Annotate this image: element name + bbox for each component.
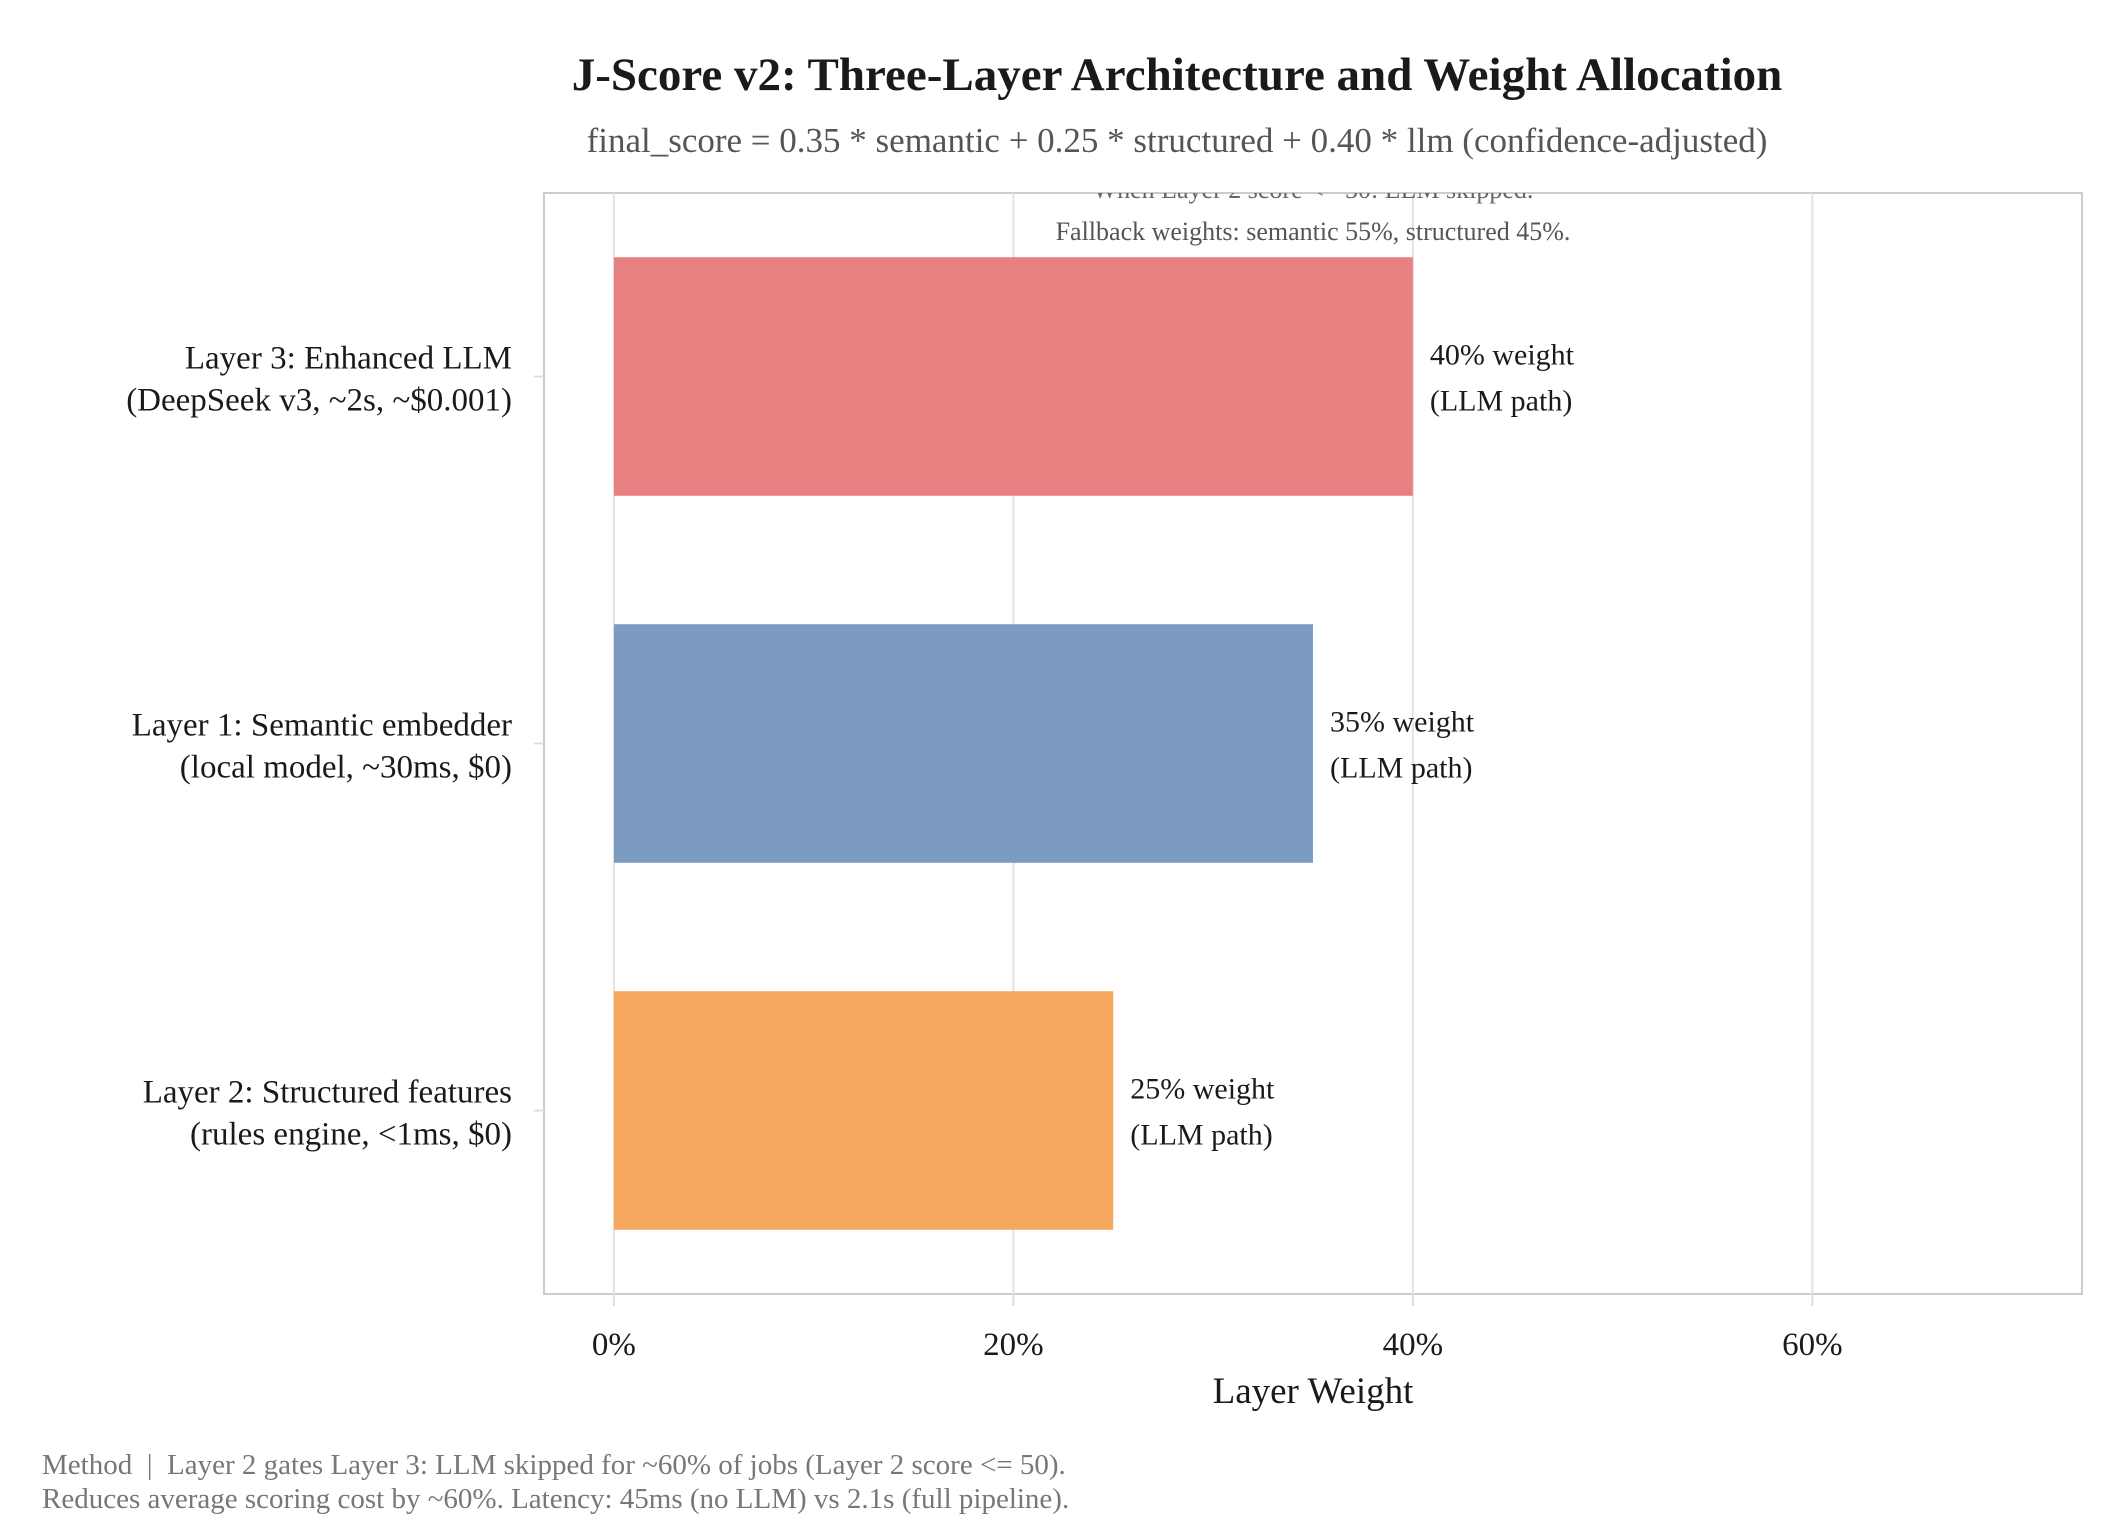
y-tick-label: Layer 1: Semantic embedder — [132, 708, 512, 744]
data-label-sub: (LLM path) — [1430, 385, 1572, 418]
data-label-sub: (LLM path) — [1130, 1119, 1272, 1152]
footer-line-2: Reduces average scoring cost by ~60%. La… — [42, 1483, 1069, 1515]
bars — [613, 257, 1413, 1230]
x-axis-label: Layer Weight — [1213, 1371, 1415, 1412]
y-tick-label: Layer 3: Enhanced LLM — [185, 341, 512, 377]
y-tick-label-sub: (rules engine, <1ms, $0) — [190, 1117, 512, 1153]
chart-subtitle: final_score = 0.35 * semantic + 0.25 * s… — [587, 121, 1768, 160]
data-label: 35% weight — [1330, 706, 1475, 739]
x-tick-label: 0% — [592, 1327, 636, 1363]
annotation-line-1: When Layer 2 score <= 50: LLM skipped. — [1093, 175, 1534, 204]
x-tick-label: 40% — [1383, 1327, 1444, 1363]
data-label: 25% weight — [1130, 1073, 1275, 1106]
footer-line-1: Method | Layer 2 gates Layer 3: LLM skip… — [42, 1449, 1066, 1481]
bar — [613, 257, 1413, 496]
bar — [613, 991, 1114, 1230]
chart-title: J-Score v2: Three-Layer Architecture and… — [572, 49, 1783, 101]
bar — [613, 624, 1313, 863]
annotation-line-2: Fallback weights: semantic 55%, structur… — [1056, 217, 1571, 246]
y-tick-label: Layer 2: Structured features — [143, 1075, 512, 1111]
y-tick-label-sub: (DeepSeek v3, ~2s, ~$0.001) — [126, 383, 512, 419]
data-label-sub: (LLM path) — [1330, 752, 1472, 785]
y-tick-label-sub: (local model, ~30ms, $0) — [180, 750, 512, 786]
data-label: 40% weight — [1430, 339, 1575, 372]
annotation: When Layer 2 score <= 50: LLM skipped. F… — [1056, 175, 1571, 246]
x-tick-label: 20% — [983, 1327, 1044, 1363]
x-tick-label: 60% — [1782, 1327, 1843, 1363]
